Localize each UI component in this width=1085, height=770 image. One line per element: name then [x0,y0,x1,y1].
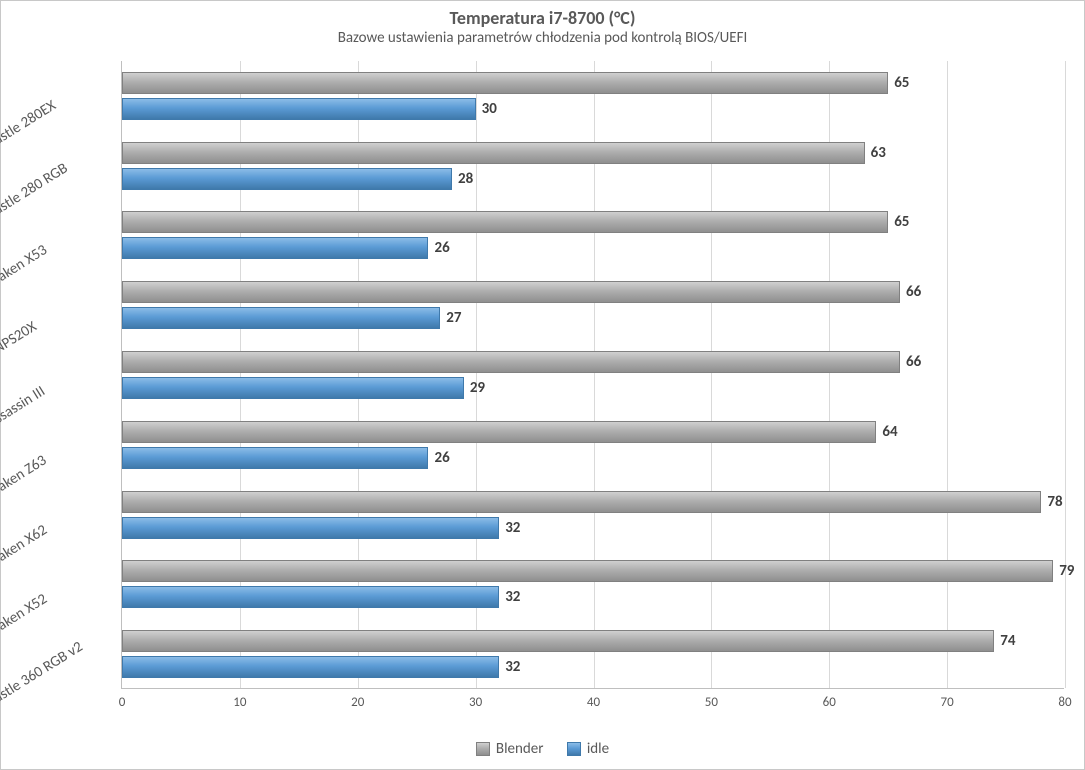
bar-value-label: 27 [440,309,461,327]
category-label: Castle 360 RGB v2 [0,617,120,712]
x-tick-label: 30 [469,695,482,710]
bar [122,586,499,608]
bar [122,447,428,469]
chart-title: Temperatura i7-8700 (°C) [15,7,1070,29]
bar [122,560,1053,582]
bar-value-label: 65 [888,74,909,92]
bar [122,237,428,259]
bar [122,421,876,443]
legend-swatch-blender [476,742,490,756]
plot-area: 01020304050607080Castle 280EX6530Castle … [121,61,1064,689]
gridline [1065,61,1066,688]
bar [122,98,476,120]
legend-item-idle: idle [567,740,609,758]
bar-value-label: 32 [499,658,520,676]
bar [122,307,440,329]
bar-value-label: 78 [1041,493,1062,511]
gridline [947,61,948,688]
legend-item-blender: Blender [476,740,544,758]
bar-value-label: 66 [900,353,921,371]
bar-value-label: 63 [865,144,886,162]
legend: Blender idle [1,740,1084,761]
bar [122,630,994,652]
bar-value-label: 32 [499,519,520,537]
bar-value-label: 79 [1053,562,1074,580]
plot-inner: 01020304050607080Castle 280EX6530Castle … [121,61,1064,689]
bar [122,142,865,164]
bar [122,281,900,303]
bar [122,656,499,678]
bar-value-label: 65 [888,213,909,231]
legend-label-idle: idle [587,740,609,758]
legend-swatch-idle [567,742,581,756]
bar-value-label: 32 [499,588,520,606]
bar-value-label: 29 [464,379,485,397]
x-tick-label: 70 [941,695,954,710]
bar-value-label: 74 [994,632,1015,650]
bar-value-label: 66 [900,283,921,301]
chart-subtitle: Bazowe ustawienia parametrów chłodzenia … [15,29,1070,47]
bar-value-label: 28 [452,170,473,188]
bar [122,517,499,539]
x-tick-label: 20 [351,695,364,710]
chart-container: Temperatura i7-8700 (°C) Bazowe ustawien… [0,0,1085,770]
x-tick-label: 0 [119,695,126,710]
bar [122,211,888,233]
x-tick-label: 50 [705,695,718,710]
bar-value-label: 30 [476,100,497,118]
bar [122,351,900,373]
bar-value-label: 26 [428,449,449,467]
x-tick-label: 60 [823,695,836,710]
bar [122,377,464,399]
bar [122,491,1041,513]
legend-label-blender: Blender [496,740,544,758]
bar-value-label: 26 [428,239,449,257]
bar [122,72,888,94]
x-tick-label: 40 [587,695,600,710]
bar [122,168,452,190]
x-tick-label: 80 [1058,695,1071,710]
bar-value-label: 64 [876,423,897,441]
x-tick-label: 10 [233,695,246,710]
